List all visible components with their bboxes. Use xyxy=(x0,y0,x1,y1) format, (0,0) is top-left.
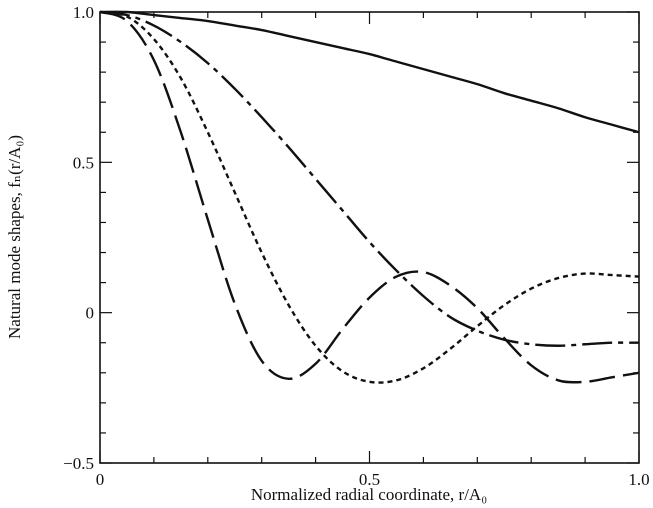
series-line-1-solid xyxy=(99,10,640,134)
series-line-3-dotted xyxy=(99,10,640,384)
x-tick-label: 1.0 xyxy=(628,470,649,489)
y-tick-label: −0.5 xyxy=(63,454,94,473)
y-tick-label: 1.0 xyxy=(73,3,94,22)
tick-labels: 0 0.5 1.0−0.500.51.0 xyxy=(63,3,649,489)
x-tick-label: 0 xyxy=(96,470,105,489)
series-group xyxy=(99,10,640,384)
y-tick-label: 0 xyxy=(86,304,95,323)
series-line-4-longdash xyxy=(99,10,640,384)
y-axis-label: Natural mode shapes, fₙ(r/A₀) xyxy=(5,135,24,339)
y-tick-label: 0.5 xyxy=(73,153,94,172)
axis-ticks xyxy=(99,11,640,464)
x-tick-label: 0.5 xyxy=(359,470,380,489)
x-axis-label: Normalized radial coordinate, r/A₀ xyxy=(251,485,487,504)
series-line-2-dashdot xyxy=(99,10,640,347)
